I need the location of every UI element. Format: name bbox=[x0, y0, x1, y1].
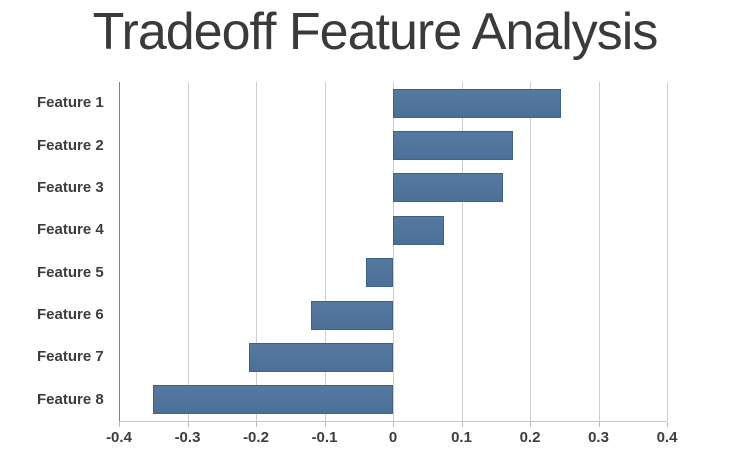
x-axis-tickmark bbox=[530, 422, 531, 427]
x-axis-tickmark bbox=[461, 422, 463, 427]
gridline bbox=[598, 82, 600, 421]
gridline bbox=[530, 82, 531, 421]
y-axis-label: Feature 5 bbox=[37, 263, 104, 281]
y-axis-label: Feature 4 bbox=[37, 221, 104, 239]
bar-feature-6 bbox=[310, 300, 393, 330]
x-axis-tickmark bbox=[393, 422, 394, 427]
x-axis-tickmark bbox=[667, 422, 668, 427]
x-axis-tickmark bbox=[324, 422, 326, 427]
chart-title: Tradeoff Feature Analysis bbox=[92, 3, 659, 61]
x-tick-label: 0.1 bbox=[451, 429, 472, 446]
y-axis-labels: Feature 1 Feature 2 Feature 3 Feature 4 Feat… bbox=[0, 82, 115, 421]
bar-feature-1 bbox=[393, 88, 561, 118]
bar-feature-3 bbox=[393, 173, 503, 203]
gridline bbox=[393, 82, 394, 421]
y-axis-label: Feature 3 bbox=[37, 178, 104, 196]
gridline bbox=[461, 82, 463, 421]
y-axis-label: Feature 2 bbox=[37, 136, 104, 154]
x-tick-label: 0 bbox=[388, 429, 398, 446]
x-tick-label: -0.3 bbox=[174, 429, 201, 446]
gridline bbox=[667, 82, 668, 421]
bar-feature-2 bbox=[393, 131, 513, 161]
y-axis-label: Feature 8 bbox=[37, 390, 104, 408]
x-tick-label: -0.4 bbox=[106, 429, 132, 446]
gridline bbox=[187, 82, 189, 421]
x-axis-tickmark bbox=[119, 422, 120, 427]
y-axis-label: Feature 7 bbox=[37, 348, 104, 366]
x-tick-label: 0.3 bbox=[588, 429, 609, 446]
x-axis-line bbox=[119, 421, 667, 422]
x-tick-label: -0.1 bbox=[311, 429, 338, 446]
y-axis-line bbox=[119, 82, 120, 421]
bar-feature-5 bbox=[365, 258, 393, 288]
gridline bbox=[256, 82, 257, 421]
x-tick-label: 0.2 bbox=[519, 429, 541, 446]
gridline bbox=[324, 82, 326, 421]
x-axis-tickmark bbox=[187, 422, 189, 427]
bar-feature-4 bbox=[393, 215, 445, 245]
x-axis-tick-labels: -0.4 -0.3 -0.2 -0.1 0 0.1 0.2 0.3 0.4 bbox=[0, 429, 750, 451]
x-tick-label: 0.4 bbox=[656, 429, 678, 446]
bar-feature-8 bbox=[153, 385, 393, 415]
plot-area bbox=[119, 82, 668, 427]
y-axis-label: Feature 6 bbox=[37, 306, 104, 324]
y-axis-label: Feature 1 bbox=[37, 94, 104, 112]
x-axis-tickmark bbox=[256, 422, 257, 427]
x-tick-label: -0.2 bbox=[243, 429, 269, 446]
x-axis-tickmark bbox=[598, 422, 600, 427]
bar-feature-7 bbox=[249, 342, 393, 372]
